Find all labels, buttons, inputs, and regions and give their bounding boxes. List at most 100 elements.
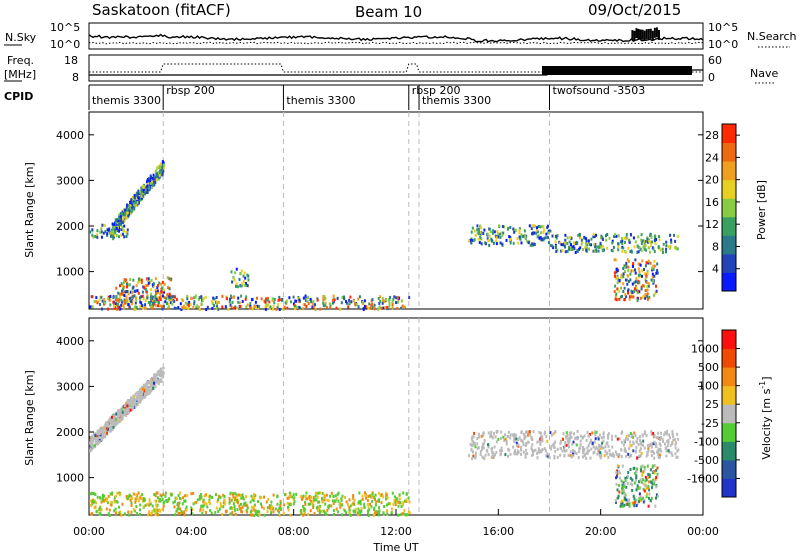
scatter-cell bbox=[588, 247, 590, 251]
scatter-cell bbox=[110, 428, 113, 432]
scatter-cell bbox=[631, 290, 634, 294]
scatter-cell bbox=[639, 296, 642, 300]
scatter-cell bbox=[667, 449, 670, 453]
scatter-cell bbox=[128, 209, 131, 213]
scatter-cell bbox=[133, 203, 136, 207]
scatter-cell bbox=[518, 231, 521, 235]
scatter-cell bbox=[94, 235, 97, 238]
scatter-cell bbox=[499, 241, 502, 245]
scatter-cell bbox=[163, 282, 166, 286]
scatter-cell bbox=[137, 189, 140, 193]
scatter-cell bbox=[200, 295, 203, 299]
scatter-cell bbox=[231, 493, 234, 497]
scatter-cell bbox=[598, 433, 601, 437]
scatter-cell bbox=[619, 471, 622, 475]
scatter-cell bbox=[646, 297, 649, 301]
scatter-cell bbox=[522, 432, 525, 436]
scatter-cell bbox=[654, 242, 657, 246]
scatter-cell bbox=[240, 506, 243, 510]
scatter-cell bbox=[536, 451, 539, 455]
scatter-cell bbox=[345, 511, 348, 515]
scatter-cell bbox=[340, 301, 343, 305]
scatter-cell bbox=[141, 190, 144, 194]
scatter-cell bbox=[529, 433, 532, 437]
scatter-cell bbox=[509, 452, 512, 456]
scatter-cell bbox=[167, 306, 170, 310]
colorbar-swatch bbox=[722, 348, 736, 368]
scatter-cell bbox=[340, 503, 343, 507]
scatter-cell bbox=[278, 506, 281, 510]
scatter-cell bbox=[90, 503, 92, 507]
scatter-cell bbox=[600, 445, 603, 449]
scatter-cell bbox=[119, 212, 122, 216]
scatter-cell bbox=[378, 305, 381, 309]
scatter-cell bbox=[633, 504, 636, 508]
scatter-cell bbox=[484, 453, 487, 457]
scatter-cell bbox=[134, 402, 137, 406]
scatter-cell bbox=[183, 499, 186, 503]
scatter-cell bbox=[142, 392, 145, 396]
scatter-cell bbox=[647, 449, 650, 453]
scatter-cell bbox=[643, 242, 646, 246]
scatter-cell bbox=[404, 513, 407, 517]
scatter-cell bbox=[491, 450, 493, 454]
scatter-cell bbox=[331, 301, 334, 305]
scatter-cell bbox=[657, 245, 660, 249]
scatter-cell bbox=[580, 242, 583, 246]
scatter-cell bbox=[210, 511, 213, 515]
scatter-cell bbox=[138, 192, 141, 196]
scatter-cell bbox=[593, 450, 596, 454]
scatter-cell bbox=[169, 294, 172, 298]
scatter-cell bbox=[590, 243, 593, 247]
scatter-cell bbox=[102, 498, 105, 502]
scatter-cell bbox=[472, 435, 475, 439]
scatter-cell bbox=[152, 282, 155, 286]
scatter-cell bbox=[629, 250, 632, 253]
scatter-cell bbox=[368, 302, 371, 306]
scatter-cell bbox=[575, 436, 578, 440]
scatter-cell bbox=[627, 265, 630, 269]
scatter-cell bbox=[134, 499, 137, 502]
scatter-cell bbox=[392, 298, 395, 302]
scatter-cell bbox=[594, 437, 597, 441]
scatter-cell bbox=[288, 296, 291, 300]
freq-tick-top: 18 bbox=[64, 54, 78, 67]
scatter-cell bbox=[568, 240, 571, 244]
scatter-cell bbox=[378, 506, 381, 510]
scatter-cell bbox=[669, 436, 671, 440]
scatter-cell bbox=[131, 497, 134, 500]
scatter-cell bbox=[570, 236, 573, 240]
scatter-cell bbox=[618, 279, 621, 282]
scatter-cell bbox=[169, 301, 172, 305]
scatter-cell bbox=[531, 232, 534, 236]
scatter-cell bbox=[276, 306, 279, 310]
scatter-cell bbox=[644, 479, 647, 483]
scatter-cell bbox=[131, 407, 134, 411]
scatter-cell bbox=[630, 269, 633, 273]
scatter-cell bbox=[234, 305, 237, 309]
scatter-cell bbox=[254, 512, 257, 516]
scatter-cell bbox=[576, 429, 579, 433]
scatter-cell bbox=[136, 512, 138, 516]
scatter-cell bbox=[505, 440, 508, 444]
scatter-cell bbox=[137, 499, 140, 503]
scatter-cell bbox=[388, 302, 391, 306]
scatter-cell bbox=[623, 449, 626, 453]
scatter-cell bbox=[118, 493, 121, 497]
scatter-cell bbox=[527, 241, 530, 245]
scatter-cell bbox=[127, 214, 130, 218]
scatter-cell bbox=[561, 249, 564, 252]
scatter-cell bbox=[353, 498, 356, 502]
scatter-cell bbox=[135, 493, 138, 497]
scatter-cell bbox=[617, 453, 620, 457]
scatter-cell bbox=[676, 432, 679, 436]
scatter-cell bbox=[153, 180, 155, 184]
scatter-cell bbox=[477, 446, 480, 450]
scatter-cell bbox=[643, 489, 646, 493]
colorbar-swatch bbox=[722, 404, 736, 424]
scatter-cell bbox=[89, 447, 92, 451]
scatter-cell bbox=[372, 513, 375, 517]
scatter-cell bbox=[583, 434, 586, 438]
scatter-cell bbox=[182, 306, 185, 310]
